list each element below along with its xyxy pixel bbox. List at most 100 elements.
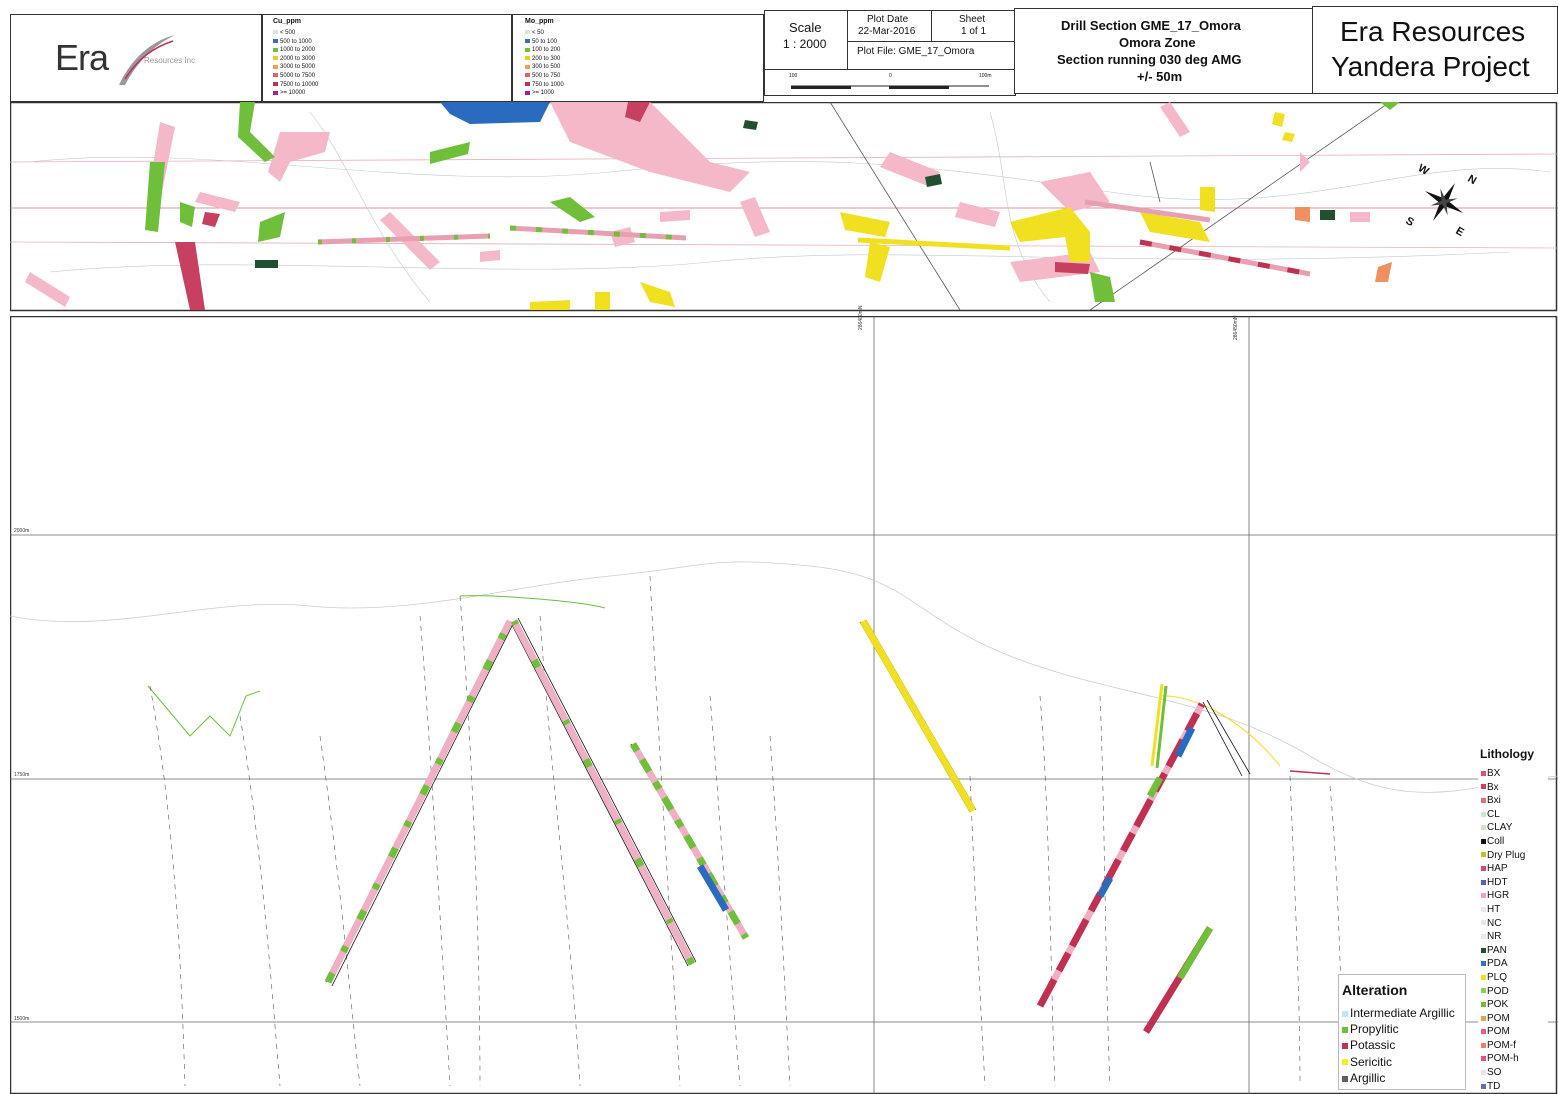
mo-legend-item: >= 1000 [525,89,564,98]
lithology-item: SO [1481,1066,1525,1080]
lithology-legend: Lithology BX Bx Bxi CL CLAY Coll Dry Plug HAP HD… [1478,744,1548,1092]
cu-legend-item: 500 to 1000 [273,38,318,47]
elevation-label-2000: 2000m [14,528,30,534]
mo-legend-list: < 50 50 to 100 100 to 200 200 to 300 300 to … [525,29,564,98]
lithology-item: PAN [1481,944,1525,958]
legend-label: 500 to 750 [532,72,561,79]
legend-swatch [1481,866,1486,872]
mo-legend-item: < 50 [525,29,564,38]
legend-swatch [525,73,530,78]
lithology-item: HDT [1481,876,1525,890]
legend-label: Intermediate Argillic [1350,1006,1455,1020]
cu-legend-item: 3000 to 5000 [273,63,318,72]
section-title-panel: Drill Section GME_17_Omora Omora Zone Se… [1014,8,1314,94]
legend-label: 500 to 1000 [280,38,312,45]
project-name: Yandera Project [1331,51,1530,82]
plot-file: Plot File: GME_17_Omora [857,46,975,57]
legend-label: POK [1487,999,1509,1011]
sheet-value: 1 of 1 [961,26,987,37]
scalebar-left: 100 [789,73,798,79]
legend-swatch [273,73,278,78]
legend-label: Argillic [1350,1070,1386,1085]
legend-label: Bx [1487,781,1499,793]
legend-swatch [1481,825,1486,831]
alteration-item: Propylitic [1342,1021,1455,1037]
cross-section-view [10,316,1558,1094]
legend-label: 1000 to 2000 [280,47,316,54]
legend-swatch [1481,974,1486,980]
legend-label: HDT [1487,876,1508,888]
mo-legend-item: 200 to 300 [525,55,564,64]
legend-label: POM [1487,1012,1510,1024]
scalebar-right: 100m [979,73,992,79]
legend-swatch [273,64,278,69]
legend-label: 7500 to 10000 [280,81,319,88]
legend-label: Dry Plug [1487,849,1526,861]
legend-label: POD [1487,985,1509,997]
legend-label: 5000 to 7500 [280,72,316,79]
scale-bar [791,85,989,89]
title-block: Scale 1 : 2000 Plot Date 22-Mar-2016 She… [764,10,1017,96]
elevation-label-1750: 1750m [14,772,30,778]
mo-legend-item: 100 to 200 [525,46,564,55]
legend-label: >= 10000 [280,90,306,97]
section-direction: Section running 030 deg AMG [1057,52,1242,67]
legend-swatch [1481,947,1486,953]
cu-legend-item: 1000 to 2000 [273,46,318,55]
legend-swatch [1481,784,1486,790]
plan-view-map [10,102,1558,312]
legend-swatch [525,90,530,95]
alteration-item: Argillic [1342,1070,1455,1086]
legend-label: 50 to 100 [532,38,558,45]
legend-swatch [1481,798,1486,804]
section-title: Drill Section GME_17_Omora [1061,18,1241,33]
legend-label: HGR [1487,890,1510,902]
logo-text: Era [55,37,109,78]
lithology-item: BX [1481,767,1525,781]
legend-label: 100 to 200 [532,47,561,54]
legend-label: PLQ [1487,971,1508,983]
logo-subtext: Resources Inc [144,56,196,65]
logo-swoosh-icon [119,35,175,85]
mo-legend-item: 750 to 1000 [525,81,564,90]
legend-label: < 500 [280,30,296,36]
legend-label: POM-f [1487,1039,1516,1051]
company-name: Era Resources [1340,16,1526,47]
legend-label: NC [1487,917,1502,929]
legend-swatch [1481,933,1486,939]
legend-label: PDA [1487,958,1508,970]
legend-swatch [1481,1029,1486,1035]
lithology-item: Bxi [1481,794,1525,808]
legend-label: Propylitic [1350,1022,1399,1037]
lithology-item: TD [1481,1080,1525,1094]
legend-swatch [1342,1043,1348,1050]
cu-legend-item: 7500 to 10000 [273,81,318,90]
cu-legend-item: 2000 to 3000 [273,55,318,64]
lithology-item: Bx [1481,781,1525,795]
alteration-list: Intermediate Argillic Propylitic Potassic S… [1342,1005,1455,1086]
cu-legend-title: Cu_ppm [273,18,301,25]
legend-label: 3000 to 5000 [280,64,316,71]
lithology-item: POK [1481,998,1525,1012]
company-panel: Era Resources Yandera Project [1312,6,1558,94]
lithology-item: POM-h [1481,1052,1525,1066]
lithology-item: NR [1481,930,1525,944]
lithology-item: HGR [1481,889,1525,903]
section-zone: Omora Zone [1119,35,1196,50]
legend-swatch [1481,906,1486,912]
mo-legend-item: 500 to 750 [525,72,564,81]
legend-swatch [273,30,278,35]
legend-label: POM [1487,1026,1510,1038]
lithology-item: Dry Plug [1481,849,1525,863]
alteration-item: Potassic [1342,1037,1455,1053]
lithology-item: POD [1481,985,1525,999]
scale-value: 1 : 2000 [783,37,827,51]
legend-swatch [1481,879,1486,885]
legend-label: < 50 [532,30,544,36]
lithology-item: POM [1481,1012,1525,1026]
legend-label: Bxi [1487,795,1501,807]
legend-label: 200 to 300 [532,55,561,62]
legend-label: CL [1487,808,1500,820]
legend-swatch [1481,852,1486,858]
legend-swatch [525,56,530,61]
